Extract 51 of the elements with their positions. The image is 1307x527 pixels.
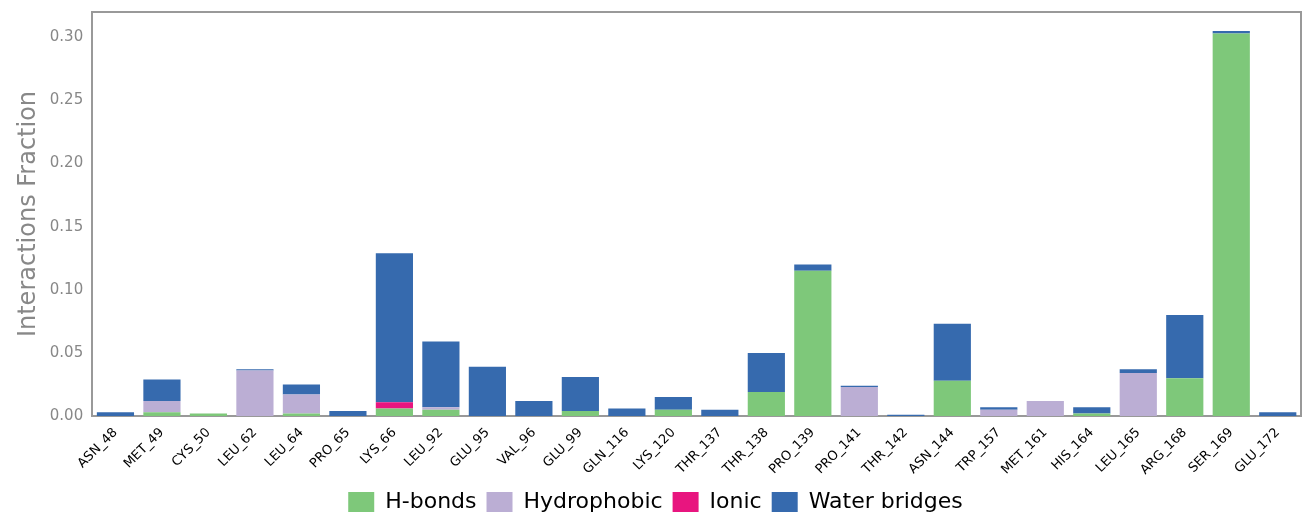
bar — [701, 409, 739, 417]
bar — [840, 386, 878, 417]
y-tick-label: 0.00 — [49, 405, 84, 424]
bar — [422, 407, 460, 410]
bar — [329, 410, 367, 417]
bar — [933, 323, 971, 381]
bar — [980, 407, 1018, 410]
bar — [561, 410, 599, 417]
bar — [1166, 378, 1204, 417]
legend-label: Hydrophobic — [523, 487, 663, 513]
bar — [422, 409, 460, 417]
legend-label: H-bonds — [385, 487, 477, 513]
bar — [608, 408, 646, 417]
bar — [1212, 33, 1250, 417]
bar — [143, 400, 181, 413]
bar — [375, 408, 413, 417]
bar — [561, 376, 599, 411]
legend-label: Water bridges — [808, 487, 963, 513]
y-tick-label: 0.10 — [49, 279, 84, 298]
bar — [1119, 373, 1157, 417]
bar — [282, 394, 321, 414]
bar — [1259, 412, 1297, 417]
legend-label: Ionic — [709, 487, 762, 513]
bar — [515, 400, 553, 417]
bar — [1166, 315, 1204, 379]
bar — [794, 264, 832, 271]
bar — [468, 366, 506, 417]
y-tick-label: 0.15 — [49, 216, 84, 235]
bar — [236, 370, 274, 417]
y-tick-label: 0.20 — [49, 153, 84, 172]
bar — [1119, 369, 1157, 374]
bar — [1073, 407, 1111, 414]
bar — [654, 397, 692, 410]
bar — [654, 409, 692, 417]
bar — [794, 270, 832, 417]
y-tick-label: 0.30 — [49, 27, 84, 46]
bar — [747, 392, 785, 417]
bar — [1026, 400, 1064, 417]
y-tick-label: 0.05 — [49, 342, 84, 361]
bar — [422, 341, 460, 408]
y-tick-label: 0.25 — [49, 90, 84, 109]
bar — [375, 253, 413, 403]
bar — [96, 412, 135, 417]
bar — [143, 379, 181, 401]
bar — [282, 384, 321, 395]
bar — [980, 409, 1018, 417]
bar — [143, 412, 181, 417]
y-axis-title: Interactions Fraction — [12, 90, 41, 338]
bar — [933, 380, 971, 417]
bar — [747, 352, 785, 393]
bar — [375, 402, 413, 409]
